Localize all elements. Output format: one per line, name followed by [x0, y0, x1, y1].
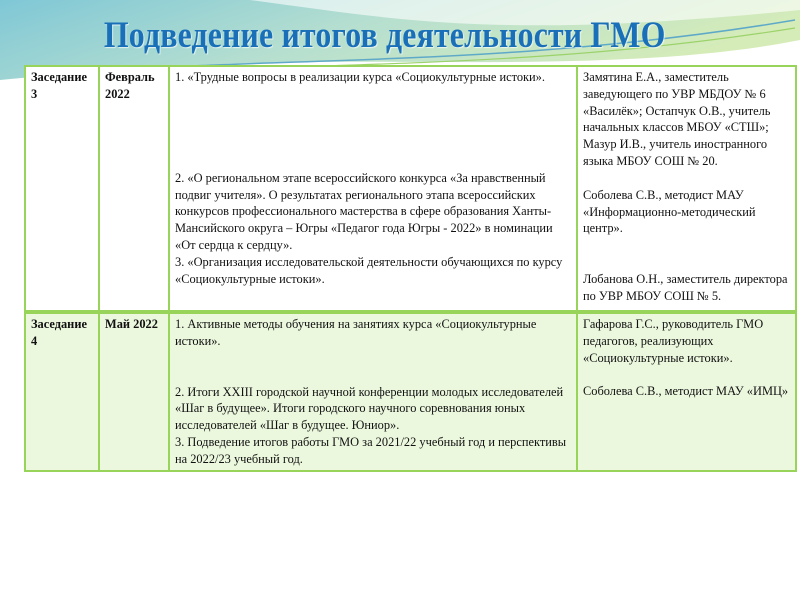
meetings-table: Заседание 3 Февраль 2022 1. «Трудные воп…	[24, 65, 797, 472]
topic-item: 2. Итоги XXIII городской научной конфере…	[175, 384, 564, 433]
speaker-item: Соболева С.В., методист МАУ «ИМЦ»	[583, 384, 789, 399]
slide-title: Подведение итогов деятельности ГМО	[103, 15, 666, 56]
session-cell: Заседание 3	[24, 65, 100, 313]
speakers-cell: Замятина Е.А., заместитель заведующего п…	[576, 65, 797, 313]
speaker-item: Лобанова О.Н., заместитель директора по …	[583, 272, 788, 303]
topic-item: 2. «О региональном этапе всероссийского …	[175, 170, 553, 252]
table-row: Заседание 3 Февраль 2022 1. «Трудные воп…	[24, 65, 797, 313]
date-cell: Май 2022	[98, 310, 170, 472]
topics-cell: 1. Активные методы обучения на занятиях …	[168, 310, 578, 472]
topic-item: 1. Активные методы обучения на занятиях …	[175, 317, 537, 348]
topic-item: 3. «Организация исследовательской деятел…	[175, 254, 563, 286]
session-cell: Заседание 4	[24, 310, 100, 472]
topics-cell: 1. «Трудные вопросы в реализации курса «…	[168, 65, 578, 313]
topic-item: 3. Подведение итогов работы ГМО за 2021/…	[175, 434, 567, 466]
date-cell: Февраль 2022	[98, 65, 170, 313]
speakers-cell: Гафарова Г.С., руководитель ГМО педагого…	[576, 310, 797, 472]
table-row: Заседание 4 Май 2022 1. Активные методы …	[24, 310, 797, 472]
speaker-item: Замятина Е.А., заместитель заведующего п…	[583, 70, 771, 168]
topic-item: 1. «Трудные вопросы в реализации курса «…	[175, 70, 545, 84]
speaker-item: Гафарова Г.С., руководитель ГМО педагого…	[583, 317, 764, 365]
speaker-item: Соболева С.В., методист МАУ «Информацион…	[583, 187, 756, 236]
